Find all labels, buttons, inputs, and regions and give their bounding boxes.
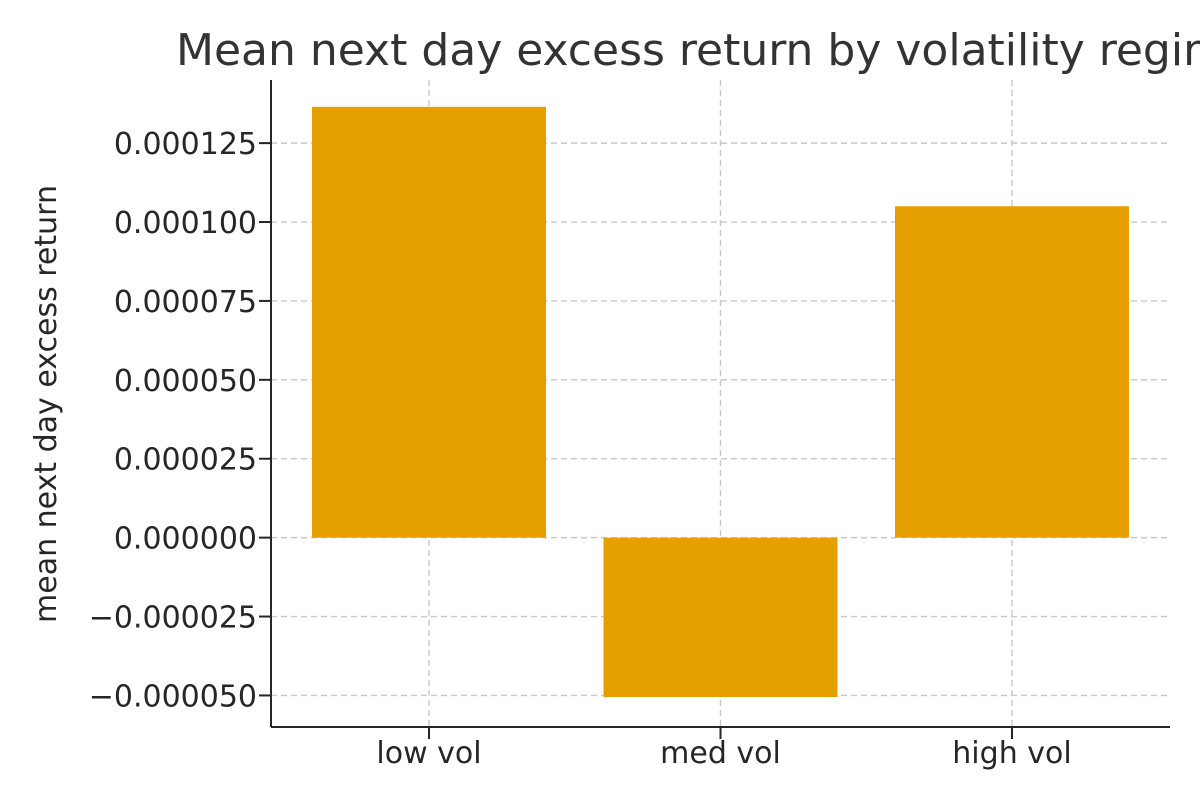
y-tick-label: −0.000050 bbox=[89, 679, 257, 714]
y-tick-label: 0.000000 bbox=[114, 522, 257, 557]
bar bbox=[603, 537, 838, 698]
x-tick-label: low vol bbox=[376, 736, 481, 771]
x-tick-label: med vol bbox=[660, 736, 781, 771]
y-axis-label: mean next day excess return bbox=[29, 185, 64, 623]
x-tick-label: high vol bbox=[952, 736, 1071, 771]
ticks: −0.000050 −0.000025 0.000000 0.000025 0.0000… bbox=[89, 127, 1072, 771]
y-tick-label: 0.000100 bbox=[114, 206, 257, 241]
bars bbox=[312, 106, 1129, 698]
y-tick-label: 0.000075 bbox=[114, 285, 257, 320]
chart-title: Mean next day excess return by volatilit… bbox=[176, 25, 1200, 76]
y-tick-label: 0.000025 bbox=[114, 443, 257, 478]
bar bbox=[895, 206, 1129, 538]
y-tick-label: 0.000125 bbox=[114, 127, 257, 162]
y-tick-label: −0.000025 bbox=[89, 601, 257, 636]
bar bbox=[312, 106, 546, 538]
y-tick-label: 0.000050 bbox=[114, 364, 257, 399]
